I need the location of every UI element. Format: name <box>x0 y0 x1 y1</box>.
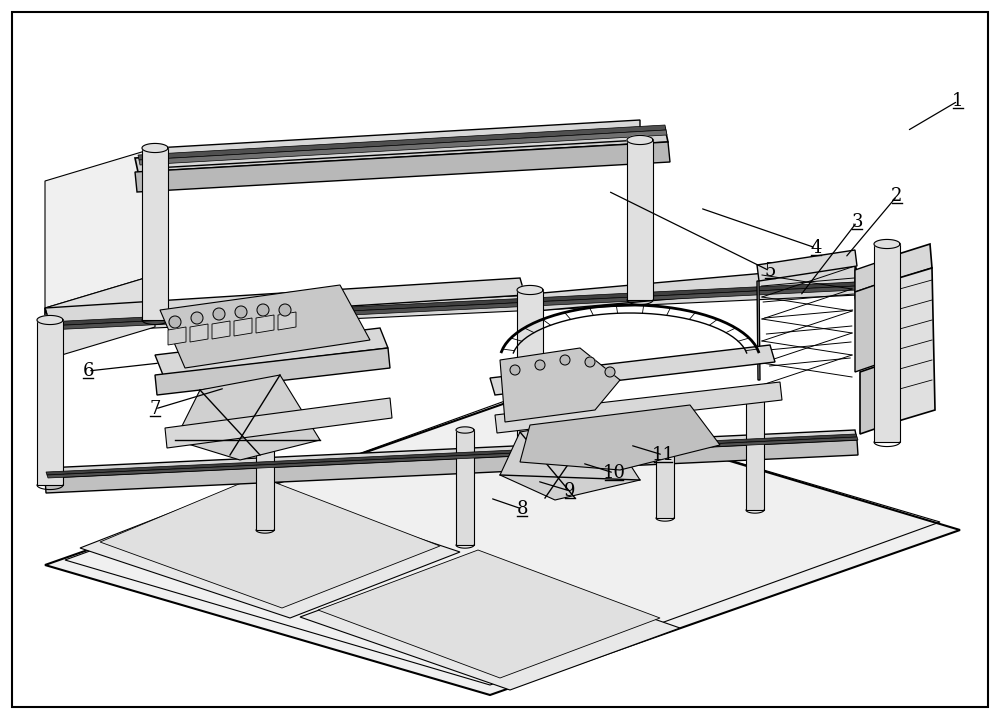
Circle shape <box>235 306 247 318</box>
Text: 7: 7 <box>149 400 161 418</box>
Polygon shape <box>892 268 935 422</box>
Polygon shape <box>45 430 857 478</box>
Circle shape <box>510 365 520 375</box>
Text: 2: 2 <box>891 187 903 205</box>
Polygon shape <box>212 321 230 339</box>
Polygon shape <box>190 324 208 342</box>
Text: 8: 8 <box>516 500 528 518</box>
Polygon shape <box>138 125 666 160</box>
Circle shape <box>535 360 545 370</box>
Polygon shape <box>874 244 900 442</box>
Polygon shape <box>45 440 858 493</box>
Polygon shape <box>757 281 760 380</box>
Polygon shape <box>495 382 782 433</box>
Polygon shape <box>37 320 63 485</box>
Polygon shape <box>142 148 168 320</box>
Polygon shape <box>500 418 640 500</box>
Polygon shape <box>175 375 320 460</box>
Polygon shape <box>80 482 460 618</box>
Polygon shape <box>155 328 388 375</box>
Text: 10: 10 <box>602 464 626 482</box>
Polygon shape <box>165 398 392 448</box>
Polygon shape <box>46 434 857 475</box>
Polygon shape <box>45 308 50 360</box>
Polygon shape <box>300 555 680 690</box>
Polygon shape <box>155 348 390 395</box>
Polygon shape <box>520 405 720 470</box>
Circle shape <box>605 367 615 377</box>
Polygon shape <box>155 120 640 168</box>
Polygon shape <box>256 392 274 398</box>
Polygon shape <box>520 265 860 312</box>
Polygon shape <box>855 258 890 292</box>
Polygon shape <box>746 390 764 510</box>
Polygon shape <box>45 278 525 325</box>
Polygon shape <box>135 128 668 172</box>
Text: 1: 1 <box>952 92 964 110</box>
Polygon shape <box>860 360 895 434</box>
Circle shape <box>560 355 570 365</box>
Polygon shape <box>168 327 186 345</box>
Polygon shape <box>45 398 960 695</box>
Polygon shape <box>490 345 775 395</box>
Polygon shape <box>256 395 274 530</box>
Text: 9: 9 <box>564 482 576 500</box>
Circle shape <box>279 304 291 316</box>
Polygon shape <box>135 142 670 192</box>
Polygon shape <box>47 286 857 330</box>
Polygon shape <box>517 285 543 295</box>
Text: 6: 6 <box>82 362 94 380</box>
Polygon shape <box>142 144 168 152</box>
Polygon shape <box>278 312 296 330</box>
Polygon shape <box>656 400 674 518</box>
Polygon shape <box>45 148 155 308</box>
Polygon shape <box>456 430 474 545</box>
Polygon shape <box>627 140 653 300</box>
Polygon shape <box>855 265 860 315</box>
Polygon shape <box>855 280 890 372</box>
Circle shape <box>257 304 269 316</box>
Polygon shape <box>37 316 63 324</box>
Polygon shape <box>500 348 620 422</box>
Polygon shape <box>160 285 370 368</box>
Polygon shape <box>100 476 440 608</box>
Polygon shape <box>318 550 660 678</box>
Text: 3: 3 <box>851 213 863 231</box>
Polygon shape <box>874 239 900 249</box>
Polygon shape <box>757 250 857 281</box>
Polygon shape <box>139 130 667 165</box>
Polygon shape <box>46 282 856 326</box>
Polygon shape <box>746 387 764 393</box>
Polygon shape <box>47 437 858 478</box>
Polygon shape <box>656 397 674 403</box>
Polygon shape <box>256 315 274 333</box>
Circle shape <box>213 308 225 320</box>
Polygon shape <box>627 135 653 145</box>
Text: 5: 5 <box>764 262 776 280</box>
Circle shape <box>191 312 203 324</box>
Polygon shape <box>234 318 252 336</box>
Circle shape <box>585 357 595 367</box>
Polygon shape <box>456 427 474 433</box>
Text: 11: 11 <box>652 446 674 464</box>
Polygon shape <box>517 290 543 455</box>
Text: 4: 4 <box>810 239 822 257</box>
Circle shape <box>169 316 181 328</box>
Polygon shape <box>45 280 858 333</box>
Polygon shape <box>892 244 932 280</box>
Polygon shape <box>45 275 155 360</box>
